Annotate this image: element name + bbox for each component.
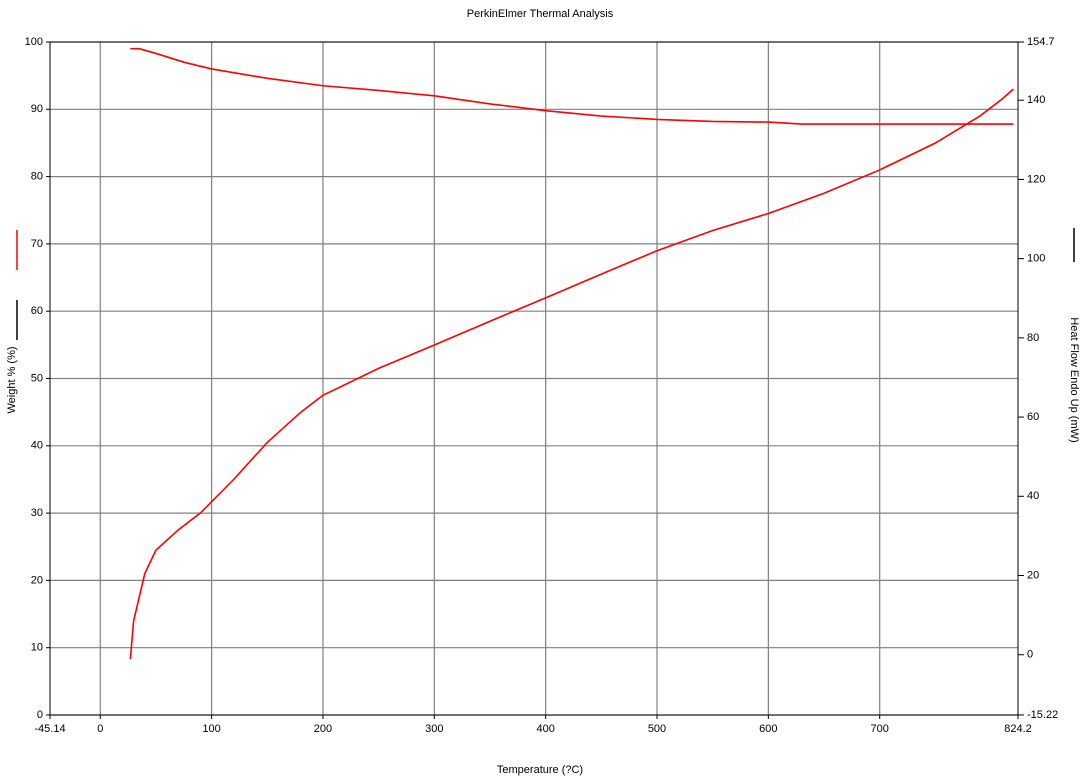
y2-tick-label: 80 [1027,332,1039,344]
y2-tick-label: -15.22 [1027,709,1058,721]
y-tick-label: 10 [31,642,43,654]
y-tick-label: 20 [31,574,43,586]
y-tick-label: 40 [31,440,43,452]
x-tick-label: 200 [314,723,332,735]
y-tick-label: 50 [31,372,43,384]
y-tick-label: 70 [31,238,43,250]
x-tick-label: 600 [759,723,777,735]
plot-frame [49,41,1019,716]
y-tick-label: 30 [31,507,43,519]
y-tick-label: 60 [31,305,43,317]
y-tick-label: 100 [25,36,43,48]
x-tick-label: 400 [536,723,554,735]
y2-tick-label: 120 [1027,173,1045,185]
data-line [130,47,1014,125]
y2-tick-label: 60 [1027,411,1039,423]
x-tick-label: 824.2 [1004,723,1032,735]
x-tick-label: 100 [202,723,220,735]
y-axis-label: Weight % (%) [6,346,18,413]
x-tick-label: 300 [425,723,443,735]
y2-tick-label: 154.7 [1027,36,1055,48]
y2-tick-label: 20 [1027,569,1039,581]
y2-axis-label: Heat Flow Endo Up (mW) [1068,317,1080,442]
data-line [129,88,1014,660]
x-tick-label: -45.14 [34,723,65,735]
x-axis-label: Temperature (?C) [497,764,583,776]
y-tick-label: 0 [37,709,43,721]
y2-tick-label: 0 [1027,649,1033,661]
y-tick-label: 80 [31,171,43,183]
chart-title: PerkinElmer Thermal Analysis [467,8,614,20]
y2-tick-label: 100 [1027,253,1045,265]
x-tick-label: 0 [97,723,103,735]
x-tick-label: 500 [648,723,666,735]
y2-tick-label: 140 [1027,94,1045,106]
x-tick-label: 700 [871,723,889,735]
y-tick-label: 90 [31,103,43,115]
y2-tick-label: 40 [1027,490,1039,502]
